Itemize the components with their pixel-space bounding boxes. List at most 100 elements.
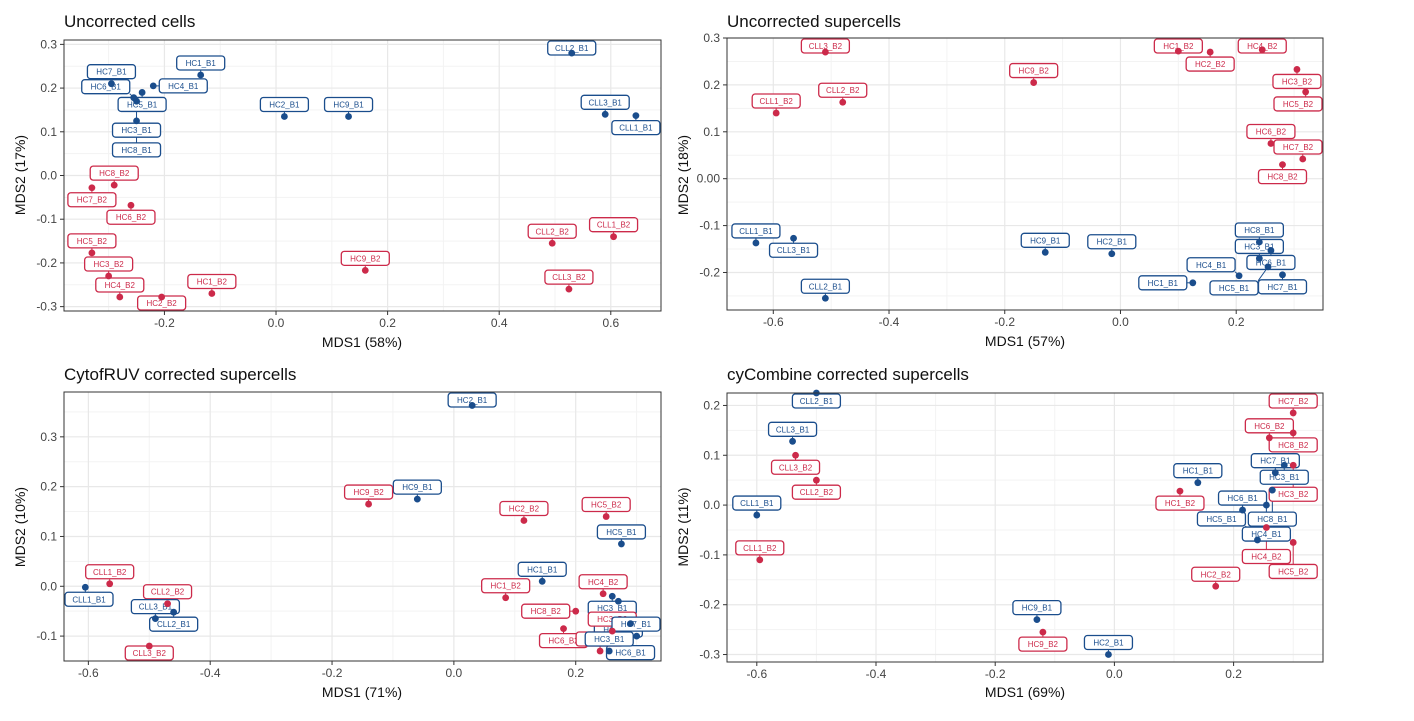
- label-text: HC1_B2: [1165, 499, 1196, 508]
- point-label-hc6-b2: HC6_B2: [1244, 418, 1295, 434]
- point-hc1-b1: [538, 577, 546, 585]
- x-tick-label: -0.2: [994, 315, 1015, 329]
- point-hc7-b1: [108, 80, 115, 88]
- label-text: HC5_B2: [1283, 100, 1314, 109]
- point-label-hc6-b1: HC6_B1: [81, 79, 131, 95]
- point-cll1-b1: [81, 583, 89, 591]
- label-text: HC3_B2: [1282, 77, 1313, 86]
- point-label-cll1-b1: CLL1_B1: [611, 119, 661, 136]
- x-tick-label: -0.2: [322, 666, 343, 680]
- panel-cycombine-corrected: cyCombine corrected supercells -0.6 -0.4 -…: [675, 365, 1324, 700]
- point-label-hc4-b2: HC4_B2: [578, 574, 628, 590]
- point-hc7-b1: [633, 632, 641, 640]
- label-text: HC7_B2: [1278, 397, 1309, 406]
- point-label-hc2-b1: HC2_B1: [1087, 234, 1137, 250]
- label-box: [521, 603, 571, 619]
- label-text: HC6_B2: [1254, 422, 1285, 431]
- point-cll2-b1: [170, 608, 178, 616]
- label-text: HC7_B1: [1260, 457, 1291, 466]
- label-text: HC5_B1: [1206, 515, 1237, 524]
- label-box: [732, 495, 782, 511]
- y-tick-label: 0.1: [703, 125, 720, 139]
- point-hc7-b1: [1279, 271, 1286, 279]
- label-box: [611, 616, 661, 632]
- label-text: HC1_B1: [1183, 467, 1214, 476]
- label-box: [259, 96, 310, 113]
- y-axis-label: MDS2 (11%): [675, 487, 691, 566]
- label-text: HC4_B1: [168, 82, 199, 91]
- label-box: [187, 273, 237, 290]
- point-label-hc4-b1: HC4_B1: [1186, 257, 1236, 273]
- point-cll2-b1: [568, 49, 576, 57]
- label-box: [89, 165, 139, 181]
- label-box: [111, 142, 162, 158]
- label-text: HC4_B2: [1251, 553, 1282, 562]
- point-label-cll1-b2: CLL1_B2: [85, 564, 135, 580]
- label-box: [1241, 548, 1292, 565]
- y-tick-label: 0.3: [40, 37, 57, 51]
- y-tick-label: -0.2: [699, 265, 720, 279]
- point-label-hc8-b2: HC8_B2: [1268, 437, 1318, 453]
- point-label-hc5-b1: HC5_B1: [1196, 511, 1247, 527]
- label-text: CLL1_B2: [743, 544, 777, 553]
- label-box: [800, 278, 851, 294]
- point-label-hc2-b1: HC2_B1: [259, 96, 310, 113]
- point-label-hc6-b1: HC6_B1: [605, 644, 656, 661]
- chart-title: CytofRUV corrected supercells: [64, 365, 296, 384]
- label-box: [1087, 234, 1137, 250]
- label-text: CLL3_B1: [777, 246, 811, 255]
- label-text: HC1_B2: [491, 582, 522, 591]
- point-label-hc4-b1: HC4_B1: [158, 78, 208, 94]
- point-label-cll3-b1: CLL3_B1: [768, 242, 819, 258]
- label-box: [1268, 563, 1318, 580]
- point-label-cll1-b1: CLL1_B1: [64, 591, 114, 607]
- point-hc4-b2: [1258, 46, 1266, 54]
- point-label-hc7-b2: HC7_B2: [1268, 393, 1318, 409]
- label-text: HC6_B2: [116, 213, 147, 222]
- label-box: [1191, 566, 1241, 582]
- label-text: HC3_B2: [94, 260, 125, 269]
- label-text: HC1_B2: [1163, 42, 1194, 51]
- y-tick-label: -0.1: [699, 548, 720, 562]
- point-hc1-b2: [1174, 47, 1182, 55]
- label-box: [1217, 490, 1268, 506]
- point-cll2-b2: [839, 98, 847, 106]
- label-box: [499, 500, 549, 517]
- label-box: [1268, 393, 1318, 409]
- label-box: [481, 578, 531, 594]
- label-box: [95, 277, 145, 293]
- label-text: HC5_B1: [1219, 284, 1250, 293]
- point-label-hc5-b2: HC5_B2: [581, 496, 631, 513]
- point-hc3-b1: [1255, 255, 1263, 262]
- point-label-cll3-b1: CLL3_B1: [580, 94, 630, 110]
- label-text: HC2_B2: [1201, 570, 1232, 579]
- point-hc5-b1: [1254, 536, 1261, 544]
- label-box: [767, 421, 818, 437]
- point-label-hc2-b2: HC2_B2: [1191, 566, 1241, 582]
- point-hc9-b1: [413, 495, 421, 503]
- point-label-hc5-b2: HC5_B2: [1268, 563, 1318, 580]
- point-cll1-b2: [610, 233, 617, 241]
- point-hc1-b1: [1194, 479, 1202, 487]
- label-text: CLL3_B2: [133, 649, 167, 658]
- label-text: CLL1_B1: [619, 124, 653, 133]
- label-box: [1083, 634, 1134, 651]
- point-label-hc5-b2: HC5_B2: [67, 233, 117, 249]
- label-text: CLL3_B2: [552, 273, 586, 282]
- point-label-cll1-b1: CLL1_B1: [732, 495, 782, 511]
- label-text: HC6_B1: [1256, 258, 1287, 267]
- label-text: CLL1_B1: [72, 595, 106, 604]
- point-label-cll1-b2: CLL1_B2: [751, 93, 801, 109]
- label-text: HC9_B2: [350, 254, 381, 263]
- point-label-hc5-b1: HC5_B1: [596, 524, 647, 540]
- label-box: [1273, 139, 1323, 155]
- label-text: HC3_B1: [1269, 473, 1300, 482]
- label-text: CLL3_B1: [589, 98, 623, 107]
- label-text: HC7_B2: [77, 196, 108, 205]
- point-hc5-b2: [602, 513, 610, 520]
- label-text: HC3_B1: [1244, 242, 1275, 251]
- point-label-hc1-b1: HC1_B1: [517, 561, 567, 577]
- point-hc3-b1: [133, 97, 140, 105]
- y-tick-label: 0.2: [703, 398, 720, 412]
- point-label-hc3-b1: HC3_B1: [1259, 469, 1309, 485]
